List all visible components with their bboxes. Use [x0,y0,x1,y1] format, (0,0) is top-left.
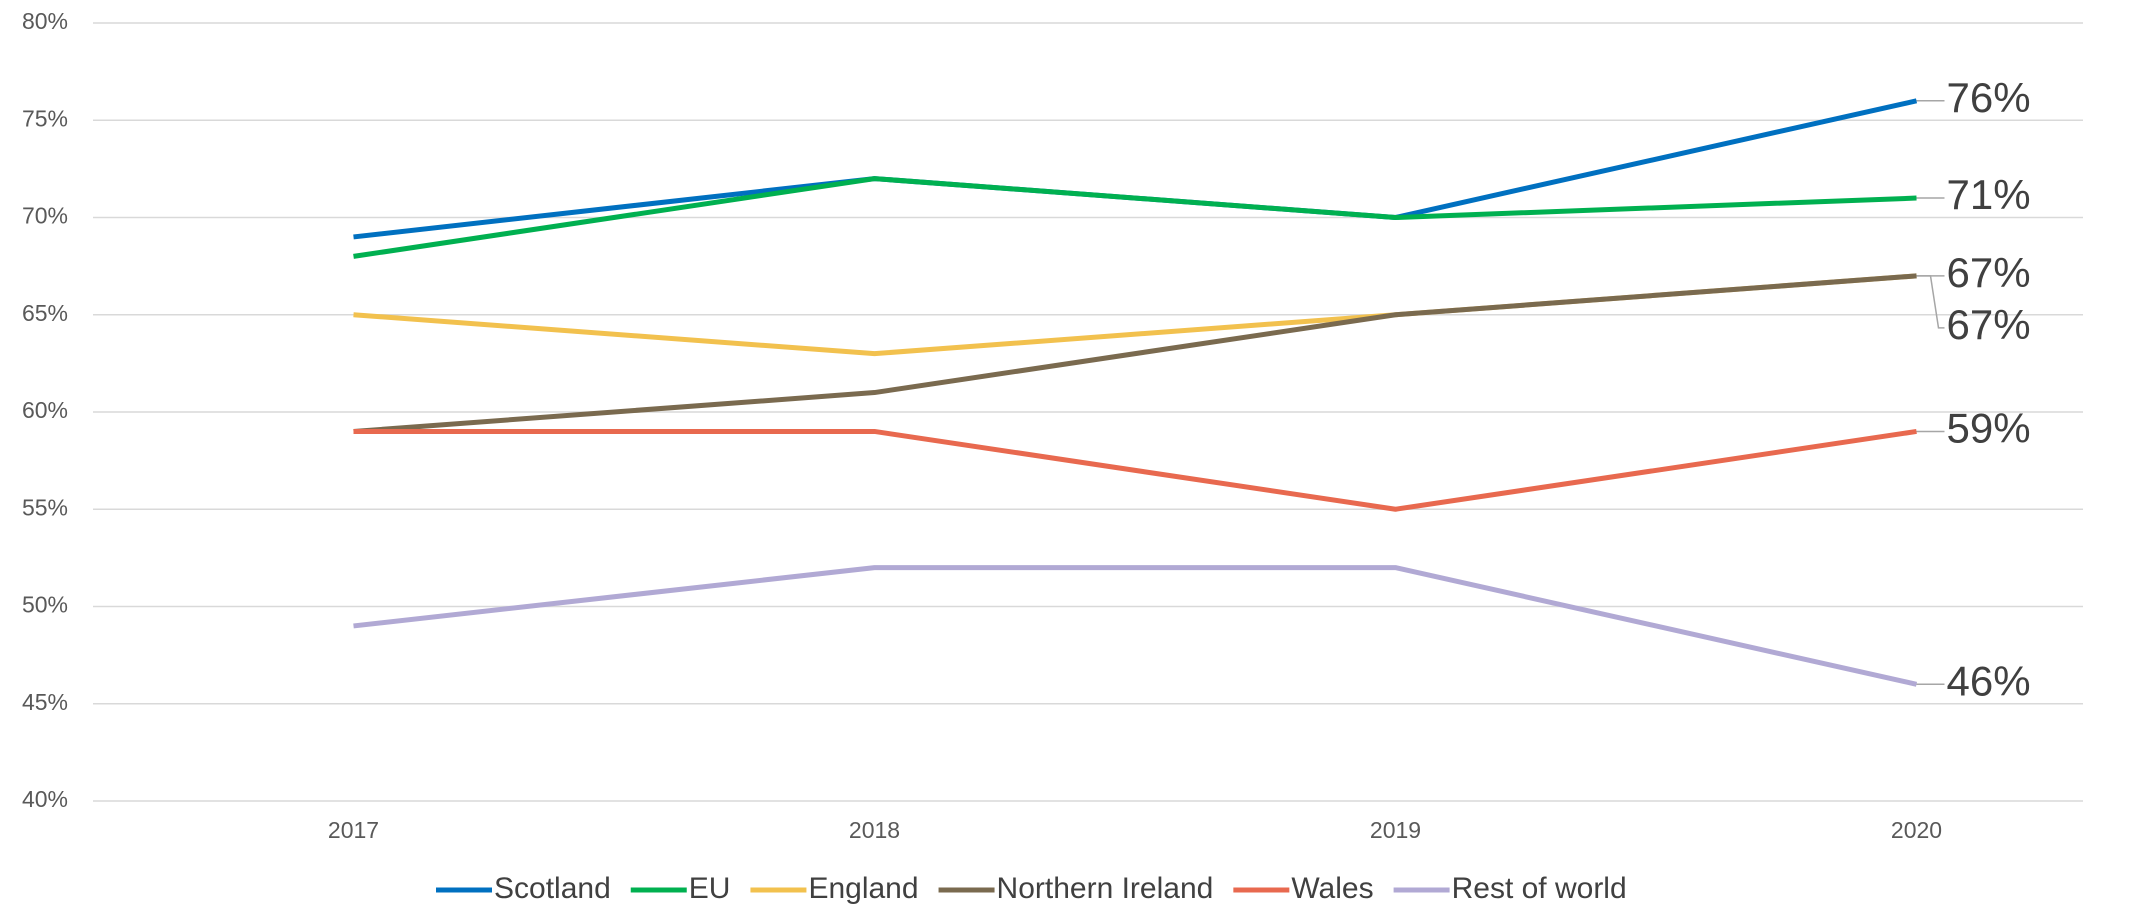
series-line [353,98,1918,240]
y-tick-label: 75% [22,105,68,131]
y-tick-label: 65% [22,300,68,326]
y-tick-label: 45% [22,689,68,715]
data-label: 59% [1947,405,2031,452]
legend-label: England [808,872,918,905]
series-line [353,428,1917,512]
y-tick-label: 40% [22,786,68,812]
legend-label: Rest of world [1452,872,1627,905]
legend-label: Scotland [494,872,611,905]
y-tick-label: 60% [22,397,68,423]
x-tick-label: 2017 [328,817,379,843]
legend-label: Northern Ireland [997,872,1214,905]
data-label: 71% [1947,171,2031,218]
series-line [353,565,1918,687]
y-tick-label: 50% [22,592,68,618]
leader-line [1916,275,1945,329]
legend-label: Wales [1291,872,1373,905]
data-label: 46% [1947,657,2031,704]
series-line [353,176,1917,259]
y-tick-label: 70% [22,203,68,229]
x-tick-label: 2020 [1891,817,1942,843]
y-tick-label: 80% [22,8,68,34]
x-tick-label: 2019 [1370,817,1421,843]
x-tick-label: 2018 [849,817,900,843]
y-tick-label: 55% [22,494,68,520]
legend-label: EU [689,872,731,905]
data-label: 76% [1947,74,2031,121]
data-label: 67% [1947,301,2031,348]
series-line [353,273,1917,434]
data-label: 67% [1947,249,2031,296]
